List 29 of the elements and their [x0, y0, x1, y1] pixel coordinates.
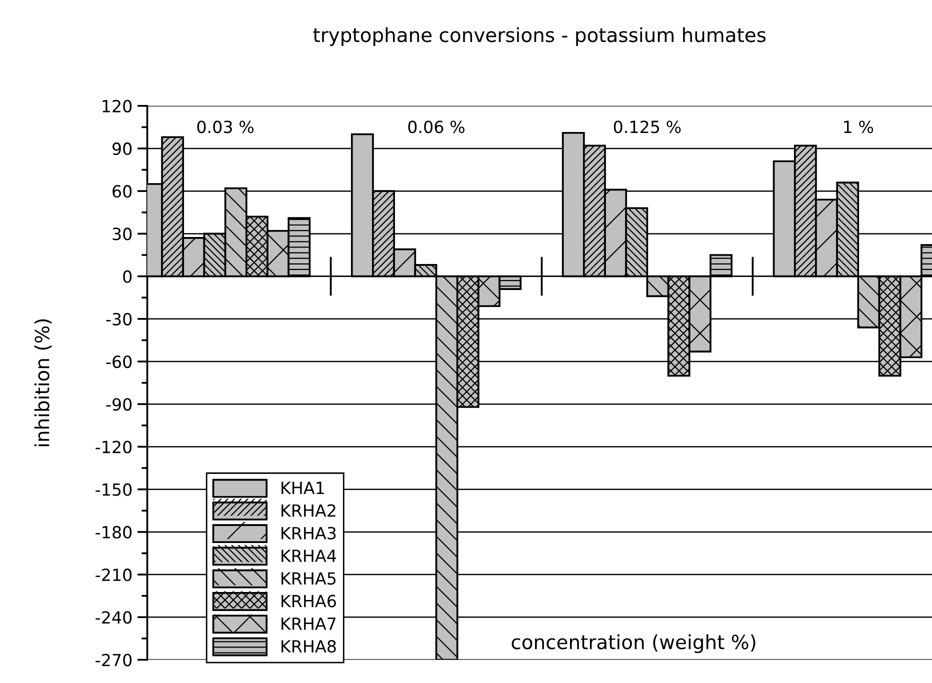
y-axis-title: inhibition (%) — [34, 319, 52, 446]
y-tick-label: 90 — [112, 142, 132, 156]
legend-label: KRHA2 — [282, 504, 336, 517]
x-tick-label: 0.03 % — [197, 120, 254, 134]
y-tick-label: -210 — [96, 568, 132, 582]
y-tick-label: -90 — [106, 398, 132, 411]
legend-label: KHA1 — [282, 482, 324, 494]
legend-label: KRHA3 — [282, 526, 336, 540]
x-axis-title: concentration (weight %) — [512, 634, 756, 654]
legend-label: KRHA5 — [282, 572, 336, 585]
legend-label: KRHA6 — [282, 594, 336, 608]
y-tick-label: -180 — [96, 526, 132, 539]
y-tick-label: 30 — [112, 228, 132, 240]
x-tick-label: 0.125 % — [614, 120, 681, 134]
legend-label: KRHA7 — [282, 618, 336, 630]
chart-title: tryptophane conversions - potassium humates — [313, 27, 766, 46]
y-tick-label: -30 — [106, 312, 132, 326]
x-tick-label: 0.06 % — [408, 120, 464, 134]
legend-label: KRHA8 — [282, 640, 336, 653]
legend-label: KRHA4 — [282, 550, 336, 562]
x-tick-label: 1 % — [844, 120, 874, 134]
y-tick-label: -240 — [96, 611, 132, 624]
y-tick-label: -60 — [106, 355, 132, 368]
y-tick-label: -120 — [96, 440, 132, 454]
y-tick-label: -270 — [96, 654, 132, 666]
y-tick-label: 60 — [112, 185, 132, 198]
y-tick-label: -150 — [96, 483, 132, 496]
y-tick-label: 0 — [123, 270, 132, 283]
y-tick-label: 120 — [102, 100, 132, 112]
